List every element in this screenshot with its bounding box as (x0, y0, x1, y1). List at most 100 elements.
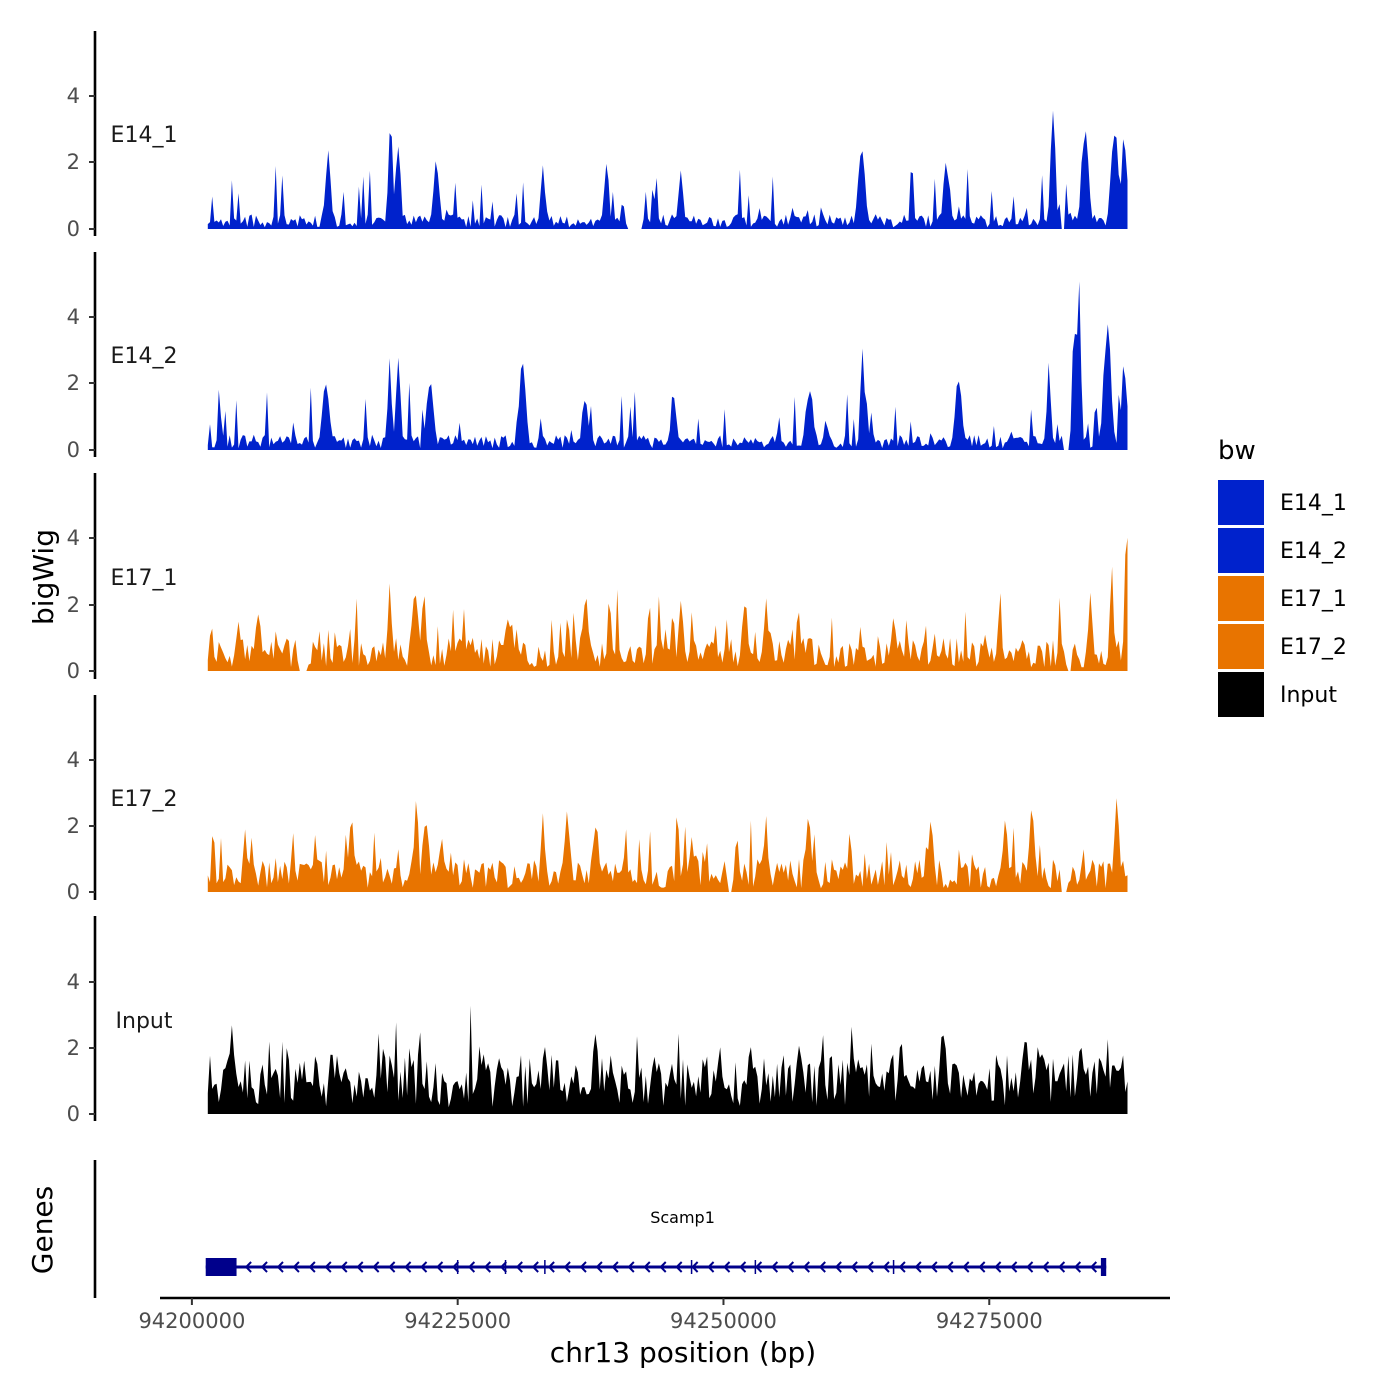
strand-arrow-icon (452, 1261, 460, 1273)
gene-strand-arrows (244, 1260, 1098, 1274)
strand-arrow-icon (930, 1261, 938, 1273)
strand-arrow-icon (595, 1261, 603, 1273)
strand-arrow-icon (436, 1261, 444, 1273)
x-tick-label: 94275000 (936, 1309, 1043, 1333)
track-1-ytick-4: 4 (67, 84, 80, 108)
strand-arrow-icon (1089, 1261, 1098, 1273)
track-e14-1: 0 2 4 E14_1 (67, 31, 1128, 241)
legend-title: bw (1218, 436, 1256, 466)
legend-items: E14_1 E14_2 E17_1 E17_2 Input (1218, 480, 1347, 717)
strand-arrow-icon (388, 1261, 396, 1273)
strand-arrow-icon (739, 1261, 747, 1273)
strand-arrow-icon (866, 1261, 874, 1273)
strand-arrow-icon (467, 1261, 476, 1273)
y-axis-title: bigWig (27, 529, 60, 625)
strand-arrow-icon (372, 1261, 380, 1273)
strand-arrow-icon (818, 1261, 826, 1273)
gene-track: Genes Scamp1 (26, 1160, 1107, 1298)
strand-arrow-icon (308, 1261, 316, 1273)
track-e17-1: 0 2 4 E17_1 (67, 473, 1128, 683)
track-4-ytick-2: 2 (67, 814, 80, 838)
legend-label: E17_2 (1280, 635, 1347, 660)
legend-label: E14_1 (1280, 491, 1347, 516)
strand-arrow-icon (707, 1261, 715, 1273)
strand-arrow-icon (324, 1261, 332, 1273)
legend-label: E14_2 (1280, 539, 1347, 564)
strand-arrow-icon (611, 1261, 619, 1273)
gene-label: Scamp1 (650, 1208, 715, 1227)
strand-arrow-icon (691, 1261, 699, 1273)
strand-arrow-icon (675, 1261, 683, 1273)
strand-arrow-icon (850, 1261, 858, 1273)
strand-arrow-icon (483, 1261, 492, 1273)
strand-arrow-icon (770, 1261, 779, 1273)
track-2-label: E14_2 (111, 344, 178, 369)
x-tick-label: 94200000 (138, 1309, 245, 1333)
track-1-ytick-2: 2 (67, 150, 80, 174)
strand-arrow-icon (1026, 1261, 1034, 1273)
strand-arrow-icon (404, 1261, 412, 1273)
track-2-yticks: 0 2 4 (67, 305, 95, 462)
legend-swatch (1218, 672, 1264, 717)
strand-arrow-icon (547, 1261, 555, 1273)
strand-arrow-icon (834, 1261, 842, 1273)
strand-arrow-icon (962, 1261, 970, 1273)
legend-swatch (1218, 528, 1264, 573)
track-3-label: E17_1 (111, 566, 178, 591)
strand-arrow-icon (994, 1261, 1002, 1273)
track-4-yticks: 0 2 4 (67, 748, 95, 904)
strand-arrow-icon (914, 1261, 922, 1273)
x-tick-label: 94250000 (670, 1309, 777, 1333)
genes-axis-title: Genes (26, 1186, 59, 1274)
strand-arrow-icon (898, 1261, 906, 1273)
signal-area-e17-1 (207, 537, 1128, 671)
x-tick-label: 94225000 (404, 1309, 511, 1333)
strand-arrow-icon (244, 1261, 252, 1273)
track-1-ytick-0: 0 (67, 217, 80, 241)
strand-arrow-icon (627, 1261, 635, 1273)
strand-arrow-icon (659, 1261, 667, 1273)
strand-arrow-icon (499, 1261, 507, 1273)
strand-arrow-icon (946, 1261, 954, 1273)
track-5-ytick-0: 0 (67, 1102, 80, 1126)
strand-arrow-icon (1042, 1261, 1050, 1273)
legend: bw E14_1 E14_2 E17_1 E17_2 Input (1218, 436, 1347, 717)
track-5-ytick-4: 4 (67, 970, 80, 994)
track-2-ytick-2: 2 (67, 371, 80, 395)
legend-swatch (1218, 624, 1264, 669)
legend-label: Input (1280, 683, 1337, 708)
strand-arrow-icon (340, 1261, 348, 1273)
strand-arrow-icon (260, 1261, 268, 1273)
track-5-label: Input (116, 1009, 173, 1034)
signal-area-e14-2 (207, 281, 1128, 450)
signal-area-e17-2 (207, 798, 1128, 892)
strand-arrow-icon (356, 1261, 364, 1273)
track-input: 0 2 4 Input (67, 916, 1128, 1126)
strand-arrow-icon (1058, 1261, 1066, 1273)
signal-area-input (207, 1005, 1128, 1114)
track-3-ytick-0: 0 (67, 659, 80, 683)
track-2-ytick-0: 0 (67, 438, 80, 462)
legend-label: E17_1 (1280, 587, 1347, 612)
track-4-label: E17_2 (111, 787, 178, 812)
track-4-ytick-4: 4 (67, 748, 80, 772)
legend-swatch (1218, 576, 1264, 621)
strand-arrow-icon (978, 1261, 986, 1273)
strand-arrow-icon (1073, 1261, 1082, 1273)
track-2-ytick-4: 4 (67, 305, 80, 329)
strand-arrow-icon (755, 1261, 763, 1273)
x-axis: 94200000 94225000 94250000 94275000 chr13 p… (138, 1296, 1170, 1369)
track-e14-2: 0 2 4 E14_2 (67, 252, 1128, 462)
legend-swatch (1218, 480, 1264, 525)
strand-arrow-icon (515, 1261, 523, 1273)
strand-arrow-icon (882, 1261, 890, 1273)
gene-exons (205, 1258, 1107, 1276)
track-4-ytick-0: 0 (67, 880, 80, 904)
track-3-yticks: 0 2 4 (67, 526, 95, 683)
strand-arrow-icon (276, 1261, 284, 1273)
gene-exon (205, 1258, 237, 1276)
strand-arrow-icon (531, 1261, 539, 1273)
track-5-yticks: 0 2 4 (67, 970, 95, 1126)
track-1-yticks: 0 2 4 (67, 84, 95, 241)
strand-arrow-icon (723, 1261, 731, 1273)
